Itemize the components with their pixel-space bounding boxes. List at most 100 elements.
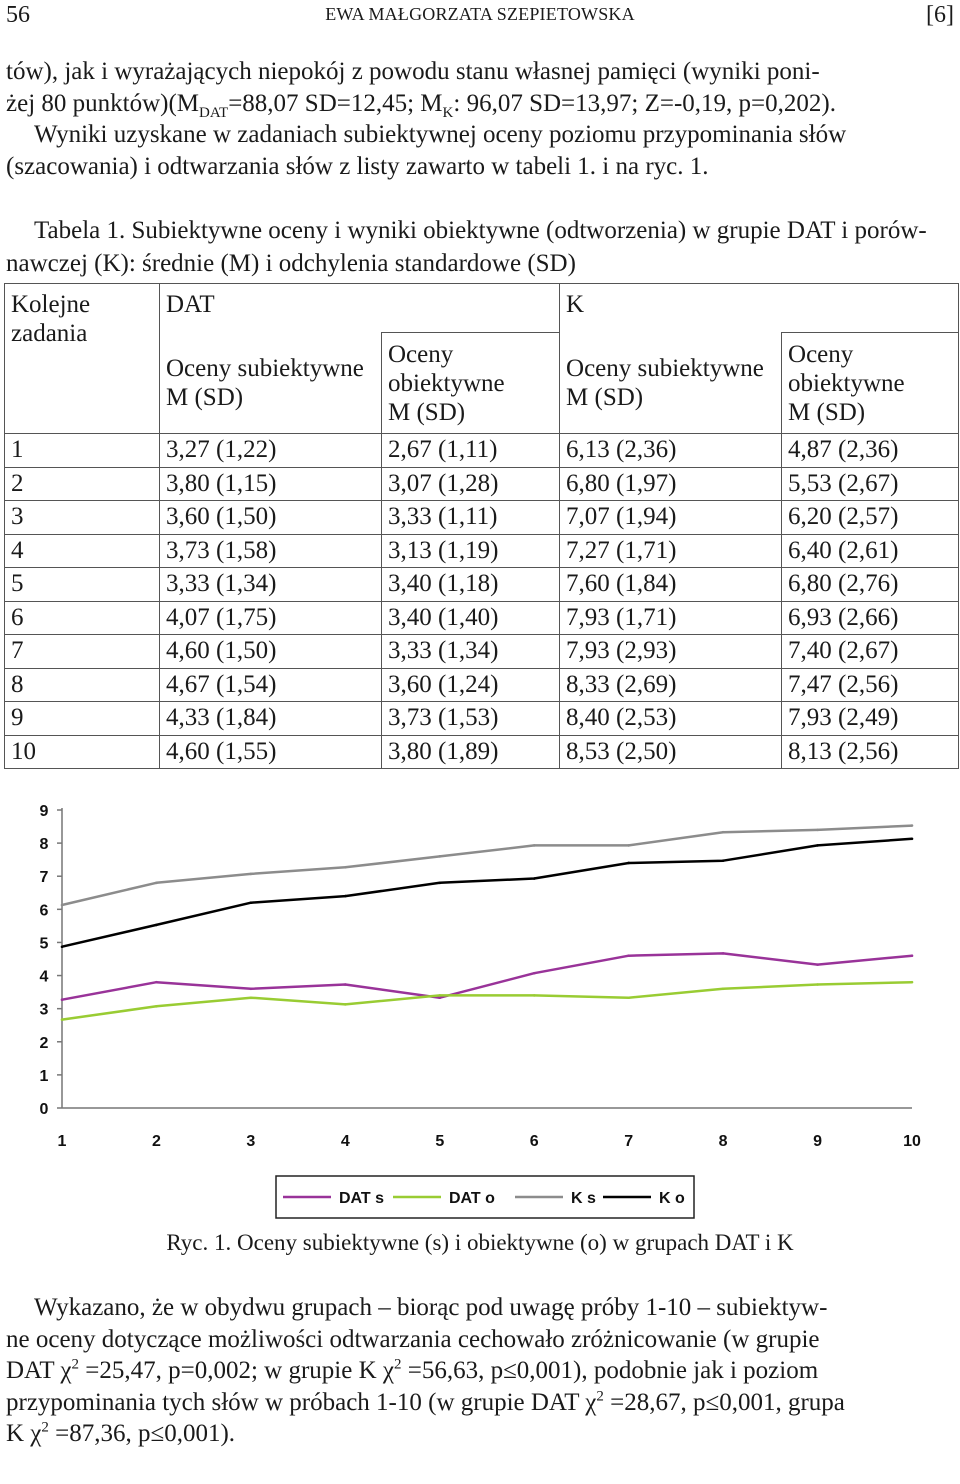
table-group-row: Kolejne zadania DAT K xyxy=(4,283,960,434)
group-header-dat: DAT xyxy=(158,283,561,333)
series-point xyxy=(60,903,64,907)
series-point xyxy=(910,824,914,827)
task-number-cell: 1 xyxy=(4,433,160,468)
conclusion-line: K χ2 =87,36, p≤0,001). xyxy=(6,1418,956,1450)
superscript: 2 xyxy=(41,1419,49,1436)
table-subheader-row: Oceny subiektywne M (SD) Oceny obiektywne M… xyxy=(5,332,960,434)
x-tick-label: 1 xyxy=(58,1133,67,1150)
value-cell: 8,53 (2,50) xyxy=(559,734,783,769)
series-line-1 xyxy=(61,980,913,1021)
conclusion-paragraph: Wykazano, że w obydwu grupach – biorąc p… xyxy=(6,1292,956,1450)
subheader-k-objective: Oceny obiektywne M (SD) xyxy=(781,332,960,434)
value-cell: 3,13 (1,19) xyxy=(380,533,561,568)
x-tick-label: 8 xyxy=(719,1133,728,1150)
series-point xyxy=(532,877,536,880)
task-number-cell: 9 xyxy=(4,701,160,736)
y-tick-label: 4 xyxy=(40,969,49,986)
value-cell: 3,40 (1,18) xyxy=(380,567,561,602)
series-point xyxy=(627,954,630,957)
page-number: 56 xyxy=(6,2,30,28)
conclusion-line: Wykazano, że w obydwu grupach – biorąc p… xyxy=(34,1294,828,1321)
value-cell: 4,60 (1,50) xyxy=(159,634,382,669)
y-tick-label: 2 xyxy=(40,1035,49,1052)
series-point xyxy=(532,971,536,975)
subheader-text: M (SD) xyxy=(388,398,466,426)
subheader-text: Oceny subiektywne xyxy=(566,354,764,382)
series-point xyxy=(910,980,914,984)
value-cell: 7,40 (2,67) xyxy=(781,634,960,669)
conclusion-text: przypominania tych słów w próbach 1-10 (… xyxy=(6,1388,597,1416)
series-point xyxy=(816,983,819,986)
task-number-cell: 10 xyxy=(4,734,160,769)
y-tick-label: 9 xyxy=(40,803,49,820)
y-tick-label: 0 xyxy=(40,1101,49,1118)
value-cell: 3,40 (1,40) xyxy=(380,600,561,635)
value-cell: 7,93 (2,49) xyxy=(781,701,960,736)
table-row: 4 3,73 (1,58) 3,13 (1,19) 7,27 (1,71) 6,40 (… xyxy=(4,533,960,568)
table-row: 10 4,60 (1,55) 3,80 (1,89) 8,53 (2,50) 8,13 … xyxy=(4,734,960,769)
conclusion-text: K χ xyxy=(6,1420,42,1447)
series-point xyxy=(249,987,253,991)
intro-paragraph: tów), jak i wyrażających niepokój z powo… xyxy=(6,56,956,182)
value-cell: 4,87 (2,36) xyxy=(781,433,960,468)
value-cell: 3,80 (1,89) xyxy=(380,734,561,769)
figure-caption: Ryc. 1. Oceny subiektywne (s) i obiektyw… xyxy=(166,1230,794,1255)
intro-text: =88,07 SD=12,45; M xyxy=(228,89,443,117)
series-point xyxy=(910,954,914,957)
subheader-text: M (SD) xyxy=(788,398,866,426)
series-point xyxy=(344,1003,347,1006)
subheader-dat-subjective: Oceny subiektywne M (SD) xyxy=(159,332,382,434)
series-point xyxy=(249,901,253,905)
series-point xyxy=(60,998,64,1002)
conclusion-text: =87,36, p≤0,001). xyxy=(48,1420,236,1447)
running-head: EWA MAŁGORZATA SZEPIETOWSKA xyxy=(325,4,635,24)
x-tick-label: 5 xyxy=(435,1133,444,1150)
table-row: 2 3,80 (1,15) 3,07 (1,28) 6,80 (1,97) 5,53 (… xyxy=(4,466,960,501)
y-tick-label: 8 xyxy=(40,836,49,853)
subheader-text: Oceny subiektywne xyxy=(166,354,364,382)
value-cell: 6,80 (1,97) xyxy=(559,466,783,501)
task-number-cell: 5 xyxy=(4,567,160,602)
subheader-text: obiektywne xyxy=(788,369,905,397)
value-cell: 7,60 (1,84) xyxy=(559,567,783,602)
series-point xyxy=(60,945,64,949)
value-cell: 6,93 (2,66) xyxy=(781,600,960,635)
table-row: 3 3,60 (1,50) 3,33 (1,11) 7,07 (1,94) 6,20 (… xyxy=(4,500,960,535)
x-tick-label: 10 xyxy=(903,1133,921,1150)
value-cell: 3,07 (1,28) xyxy=(380,466,561,501)
series-line-0 xyxy=(61,952,913,1001)
series-point xyxy=(532,994,536,997)
intro-line-stats: żej 80 punktów)(MDAT=88,07 SD=12,45; MK:… xyxy=(6,88,956,121)
intro-line: tów), jak i wyrażających niepokój z powo… xyxy=(6,58,820,85)
series-point xyxy=(721,859,725,862)
section-tag: [6] xyxy=(926,2,954,28)
series-line-2 xyxy=(61,824,913,907)
series-point xyxy=(627,996,630,1000)
conclusion-text: =56,63, p≤0,001), podobnie jak i poziom xyxy=(401,1357,819,1384)
value-cell: 8,33 (2,69) xyxy=(559,667,783,702)
value-cell: 3,60 (1,50) xyxy=(159,500,382,535)
conclusion-line: przypominania tych słów w próbach 1-10 (… xyxy=(6,1387,956,1419)
series-point xyxy=(721,987,725,991)
intro-text: : 96,07 SD=13,97; Z=-0,19, p=0,202). xyxy=(453,89,836,117)
subheader-text: Oceny xyxy=(788,340,854,368)
subheader-dat-objective: Oceny obiektywne M (SD) xyxy=(380,332,561,434)
y-tick-label: 6 xyxy=(40,902,49,919)
series-point xyxy=(344,865,347,869)
series-point xyxy=(721,952,725,955)
conclusion-text: =25,47, p=0,002; w grupie K χ xyxy=(79,1357,394,1384)
conclusion-text: =28,67, p≤0,001, grupa xyxy=(603,1388,845,1416)
series-point xyxy=(438,855,442,858)
x-tick-label: 6 xyxy=(530,1133,539,1150)
legend-label: DAT o xyxy=(449,1190,495,1207)
value-cell: 3,73 (1,53) xyxy=(380,701,561,736)
x-tick-label: 2 xyxy=(152,1133,161,1150)
series-point xyxy=(532,844,536,847)
value-cell: 2,67 (1,11) xyxy=(380,433,561,468)
value-cell: 7,07 (1,94) xyxy=(559,500,783,535)
legend-label: DAT s xyxy=(339,1190,384,1207)
superscript: 2 xyxy=(71,1356,80,1373)
value-cell: 5,53 (2,67) xyxy=(781,466,960,501)
series-point xyxy=(249,872,253,876)
series-line-3 xyxy=(61,837,913,948)
